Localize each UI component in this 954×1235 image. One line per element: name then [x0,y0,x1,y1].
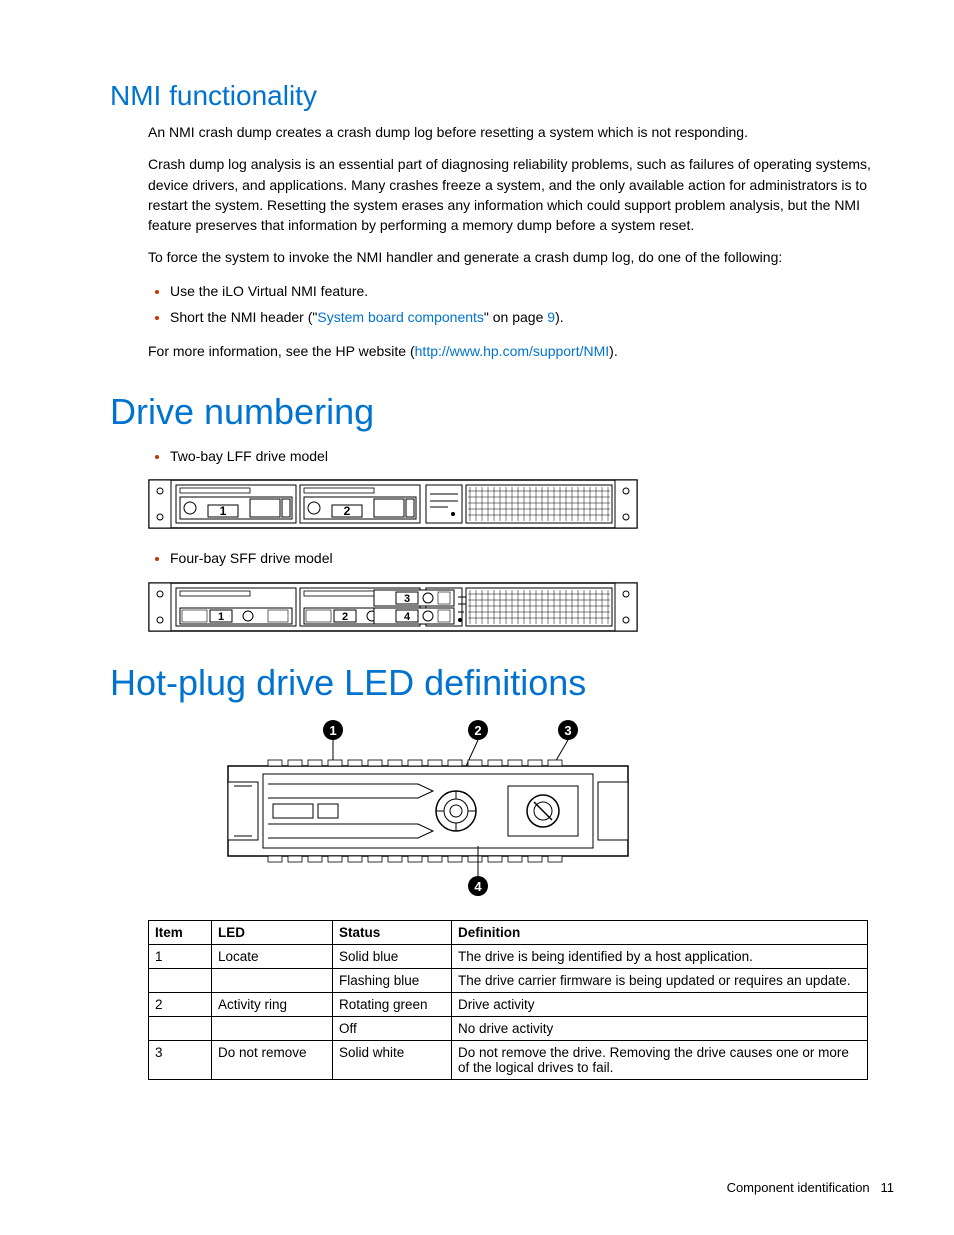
table-row: 3 Do not remove Solid white Do not remov… [149,1040,868,1079]
drive-b1: Two-bay LFF drive model [170,445,894,467]
svg-text:2: 2 [474,723,481,738]
nmi-p1: An NMI crash dump creates a crash dump l… [148,122,894,142]
svg-text:4: 4 [474,879,482,894]
link-sysboard[interactable]: System board components [317,309,484,325]
svg-text:1: 1 [329,723,336,738]
svg-text:3: 3 [564,723,571,738]
diagram-drive-carrier: 1 2 3 [208,716,894,902]
th-status: Status [333,920,452,944]
nmi-list: Use the iLO Virtual NMI feature. Short t… [148,280,894,329]
svg-text:2: 2 [342,611,348,623]
table-row: 1 Locate Solid blue The drive is being i… [149,944,868,968]
nmi-b2: Short the NMI header ("System board comp… [170,306,894,328]
drive-list: Two-bay LFF drive model [148,445,894,467]
diagram-lff: 1 2 [148,479,894,529]
svg-text:1: 1 [220,504,227,518]
svg-text:4: 4 [404,611,411,623]
heading-drive-numbering: Drive numbering [110,391,894,433]
drive-list-2: Four-bay SFF drive model [148,547,894,569]
svg-text:3: 3 [404,593,410,605]
nmi-p4: For more information, see the HP website… [148,341,894,361]
link-nmi-url[interactable]: http://www.hp.com/support/NMI [415,343,610,359]
heading-nmi: NMI functionality [110,80,894,112]
th-led: LED [212,920,333,944]
th-def: Definition [452,920,868,944]
page-footer: Component identification 11 [727,1180,894,1195]
drive-b2: Four-bay SFF drive model [170,547,894,569]
th-item: Item [149,920,212,944]
svg-text:1: 1 [218,611,224,623]
link-page9[interactable]: 9 [547,309,555,325]
nmi-p2: Crash dump log analysis is an essential … [148,154,894,235]
nmi-b1: Use the iLO Virtual NMI feature. [170,280,894,302]
nmi-p3: To force the system to invoke the NMI ha… [148,247,894,267]
svg-text:2: 2 [344,504,351,518]
table-row: Off No drive activity [149,1016,868,1040]
heading-led: Hot-plug drive LED definitions [110,662,894,704]
table-row: 2 Activity ring Rotating green Drive act… [149,992,868,1016]
led-table: Item LED Status Definition 1 Locate Soli… [148,920,868,1080]
diagram-sff: 1 2 3 [148,582,894,632]
table-row: Flashing blue The drive carrier firmware… [149,968,868,992]
